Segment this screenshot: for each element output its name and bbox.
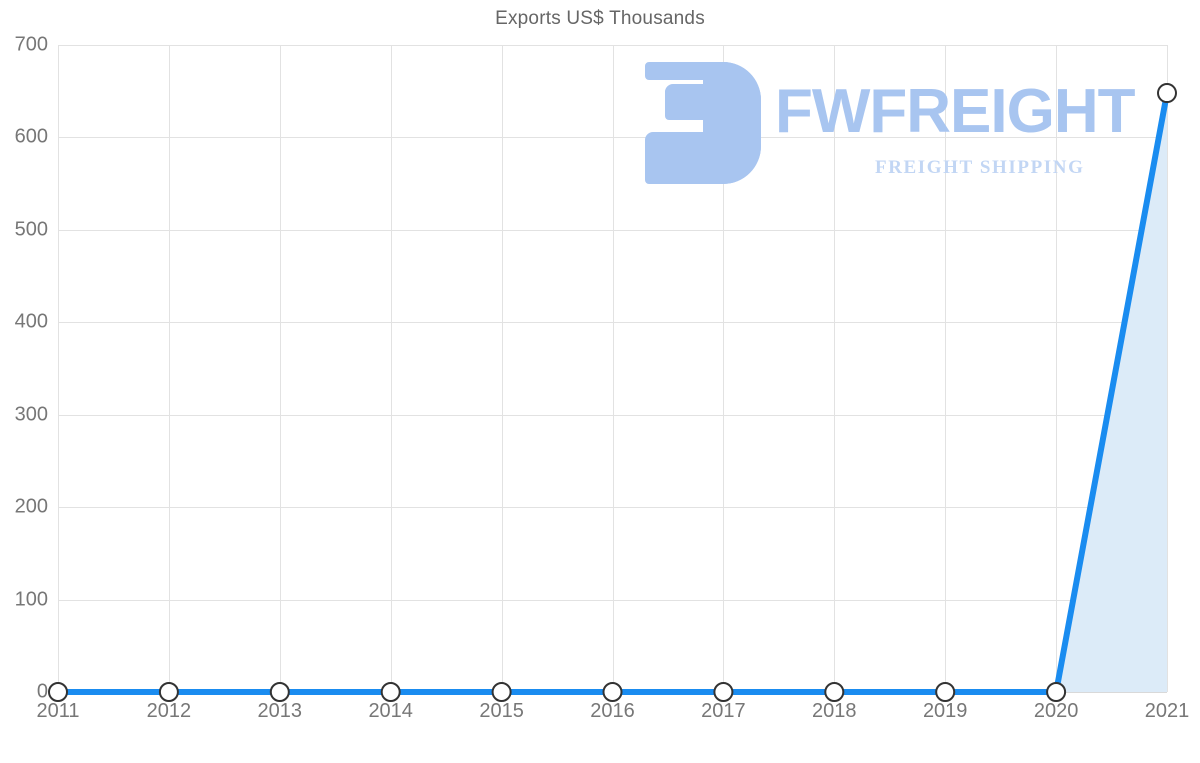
- x-axis-tick-label: 2015: [479, 700, 524, 722]
- gridline-vertical: [58, 45, 59, 692]
- gridline-vertical: [723, 45, 725, 692]
- gridline-vertical: [501, 45, 503, 692]
- y-axis-tick-label: 0: [36, 680, 48, 703]
- x-axis-tick-label: 2012: [146, 700, 192, 722]
- x-axis-tick-label: 2019: [922, 700, 968, 722]
- gridline-vertical: [279, 45, 281, 692]
- x-axis-tick-label: 2013: [257, 700, 303, 722]
- x-axis-tick-label: 2021: [1144, 700, 1190, 722]
- y-axis-tick-label: 500: [14, 218, 48, 241]
- plot-area: [58, 45, 1168, 693]
- axis-baseline: [58, 692, 1167, 693]
- x-axis-tick-label: 2020: [1033, 700, 1079, 722]
- x-axis-tick-label: 2018: [812, 700, 857, 722]
- y-axis-tick-label: 700: [14, 33, 48, 56]
- y-axis-tick-label: 200: [14, 495, 48, 518]
- y-axis-tick-label: 600: [14, 125, 48, 148]
- y-axis-tick-label: 300: [14, 403, 48, 426]
- y-axis-tick-label: 100: [14, 588, 48, 611]
- gridline-vertical: [1167, 45, 1168, 692]
- gridline-vertical: [834, 45, 836, 692]
- gridline-vertical: [390, 45, 392, 692]
- x-axis-tick-label: 2011: [36, 700, 80, 722]
- gridline-vertical: [1056, 45, 1058, 692]
- x-axis-tick-label: 2014: [368, 700, 413, 722]
- x-axis-tick-label: 2017: [701, 700, 746, 722]
- y-axis-tick-label: 400: [14, 310, 48, 333]
- gridline-vertical: [945, 45, 947, 692]
- gridline-vertical: [168, 45, 170, 692]
- chart-title: Exports US$ Thousands: [495, 8, 705, 29]
- gridline-vertical: [612, 45, 614, 692]
- x-axis-tick-label: 2016: [590, 700, 635, 722]
